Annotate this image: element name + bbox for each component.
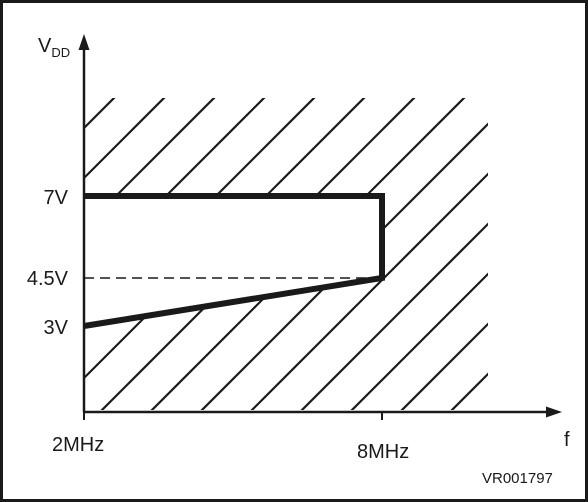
hatch-line — [250, 172, 488, 410]
hatch-line — [350, 272, 488, 410]
x-tick-label-8mhz: 8MHz — [357, 441, 409, 463]
y-tick-label-4-5v: 4.5V — [27, 268, 69, 290]
operating-boundary-line — [83, 193, 385, 329]
x-axis-arrow-icon — [546, 406, 562, 418]
figure-code: VR001797 — [482, 470, 553, 487]
y-tick-label-7v: 7V — [44, 187, 69, 209]
hatch-line — [300, 222, 488, 410]
x-axis-title: f — [564, 429, 570, 451]
y-tick-label-3v: 3V — [44, 317, 69, 339]
y-axis-title: VDD — [38, 35, 70, 60]
hatch-line — [400, 322, 488, 410]
safe-operating-area — [84, 196, 382, 326]
y-axis-arrow-icon — [78, 34, 90, 50]
x-tick-label-2mhz: 2MHz — [52, 434, 104, 456]
hatch-line — [200, 122, 488, 410]
